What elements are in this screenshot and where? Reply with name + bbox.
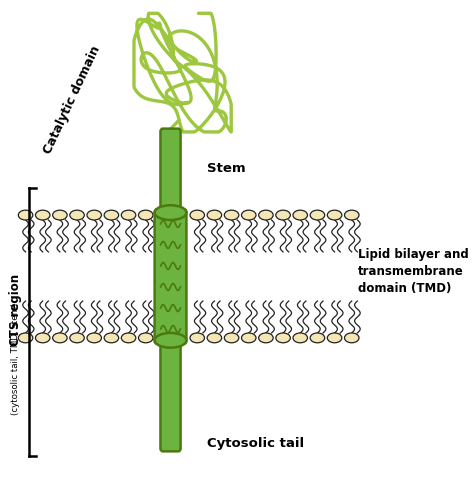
- Ellipse shape: [155, 205, 186, 220]
- Ellipse shape: [121, 333, 136, 343]
- FancyBboxPatch shape: [161, 128, 181, 218]
- Text: Catalytic domain: Catalytic domain: [41, 43, 103, 156]
- Ellipse shape: [138, 210, 153, 220]
- Ellipse shape: [70, 210, 84, 220]
- Ellipse shape: [224, 210, 239, 220]
- Ellipse shape: [18, 333, 33, 343]
- Ellipse shape: [276, 210, 291, 220]
- Ellipse shape: [328, 333, 342, 343]
- Ellipse shape: [53, 210, 67, 220]
- Ellipse shape: [207, 333, 222, 343]
- Text: Cytosolic tail: Cytosolic tail: [207, 437, 304, 450]
- Ellipse shape: [138, 333, 153, 343]
- Ellipse shape: [87, 333, 101, 343]
- FancyBboxPatch shape: [161, 335, 181, 452]
- Ellipse shape: [207, 210, 222, 220]
- Ellipse shape: [190, 210, 204, 220]
- Text: (cytosolic tail, TMD, stem): (cytosolic tail, TMD, stem): [11, 303, 20, 415]
- Text: Stem: Stem: [207, 162, 246, 175]
- Ellipse shape: [190, 333, 204, 343]
- Ellipse shape: [276, 333, 291, 343]
- Ellipse shape: [224, 333, 239, 343]
- Ellipse shape: [293, 333, 308, 343]
- Ellipse shape: [241, 333, 256, 343]
- Ellipse shape: [241, 210, 256, 220]
- Ellipse shape: [104, 333, 118, 343]
- Ellipse shape: [18, 210, 33, 220]
- FancyBboxPatch shape: [155, 209, 186, 344]
- Ellipse shape: [259, 333, 273, 343]
- Ellipse shape: [293, 210, 308, 220]
- Ellipse shape: [310, 210, 325, 220]
- Ellipse shape: [121, 210, 136, 220]
- Ellipse shape: [104, 210, 118, 220]
- Ellipse shape: [53, 333, 67, 343]
- Ellipse shape: [259, 210, 273, 220]
- Ellipse shape: [345, 333, 359, 343]
- Ellipse shape: [310, 333, 325, 343]
- Ellipse shape: [36, 333, 50, 343]
- Ellipse shape: [155, 333, 186, 348]
- Ellipse shape: [70, 333, 84, 343]
- Text: Lipid bilayer and
transmembrane
domain (TMD): Lipid bilayer and transmembrane domain (…: [358, 248, 468, 295]
- Ellipse shape: [328, 210, 342, 220]
- Ellipse shape: [87, 210, 101, 220]
- Ellipse shape: [36, 210, 50, 220]
- Text: CTS region: CTS region: [9, 274, 22, 346]
- Ellipse shape: [345, 210, 359, 220]
